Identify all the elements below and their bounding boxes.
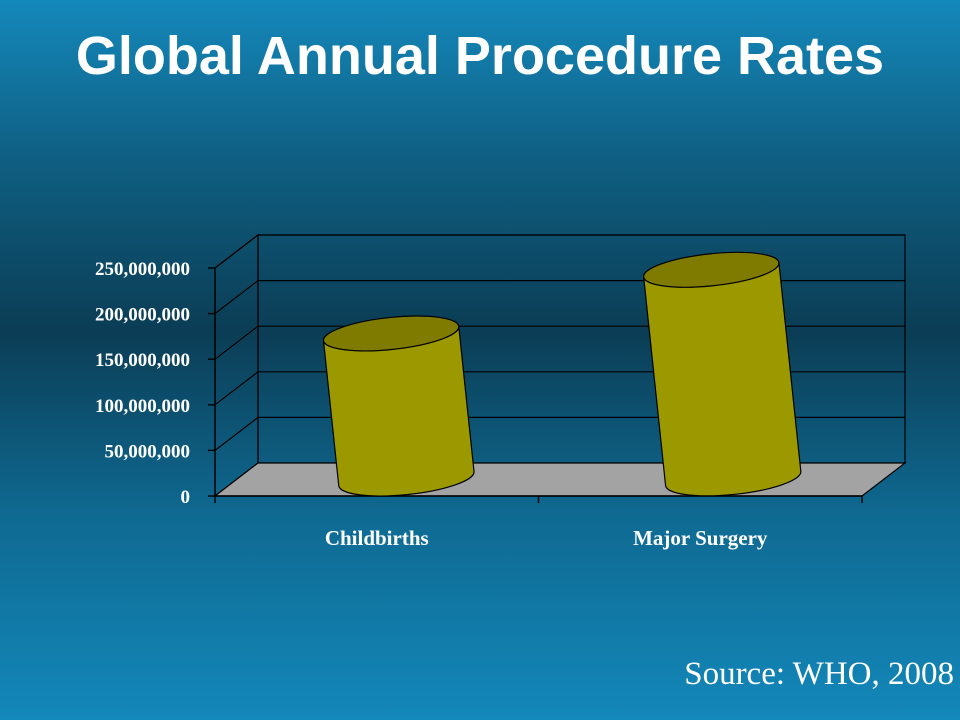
chart-bars xyxy=(322,251,802,497)
y-tick-label: 0 xyxy=(181,487,191,508)
side-wall xyxy=(214,233,259,498)
y-tick-label: 200,000,000 xyxy=(95,305,190,326)
bar-childbirths xyxy=(322,315,475,497)
chart-walls xyxy=(214,233,906,498)
y-tick-label: 150,000,000 xyxy=(95,350,190,371)
y-tick-label: 100,000,000 xyxy=(95,396,190,417)
y-tick-label: 50,000,000 xyxy=(105,441,191,462)
bar-side xyxy=(322,325,475,497)
chart-floor xyxy=(213,462,907,497)
y-axis-ticks: 0 50,000,000 100,000,000 150,000,000 200,000… xyxy=(95,259,190,508)
chart-gridlines xyxy=(214,234,905,451)
y-tick-label: 250,000,000 xyxy=(95,259,190,280)
chart-axes xyxy=(208,267,863,503)
chart-floor-plane xyxy=(213,462,907,497)
source-citation: Source: WHO, 2008 xyxy=(684,656,954,692)
gridline-side xyxy=(214,371,259,406)
gridline-side xyxy=(214,325,259,360)
gridline-side xyxy=(214,280,259,315)
x-axis-categories: Childbirths Major Surgery xyxy=(325,526,768,550)
bar-major-surgery xyxy=(643,251,802,497)
slide-title: Global Annual Procedure Rates xyxy=(75,26,885,86)
x-category-label: Childbirths xyxy=(325,526,429,550)
gridline-side xyxy=(214,234,259,269)
bar-top xyxy=(322,315,460,352)
bar-side xyxy=(643,262,802,497)
gridline-side xyxy=(214,416,259,451)
x-category-label: Major Surgery xyxy=(633,526,768,550)
bar-top xyxy=(643,251,780,288)
